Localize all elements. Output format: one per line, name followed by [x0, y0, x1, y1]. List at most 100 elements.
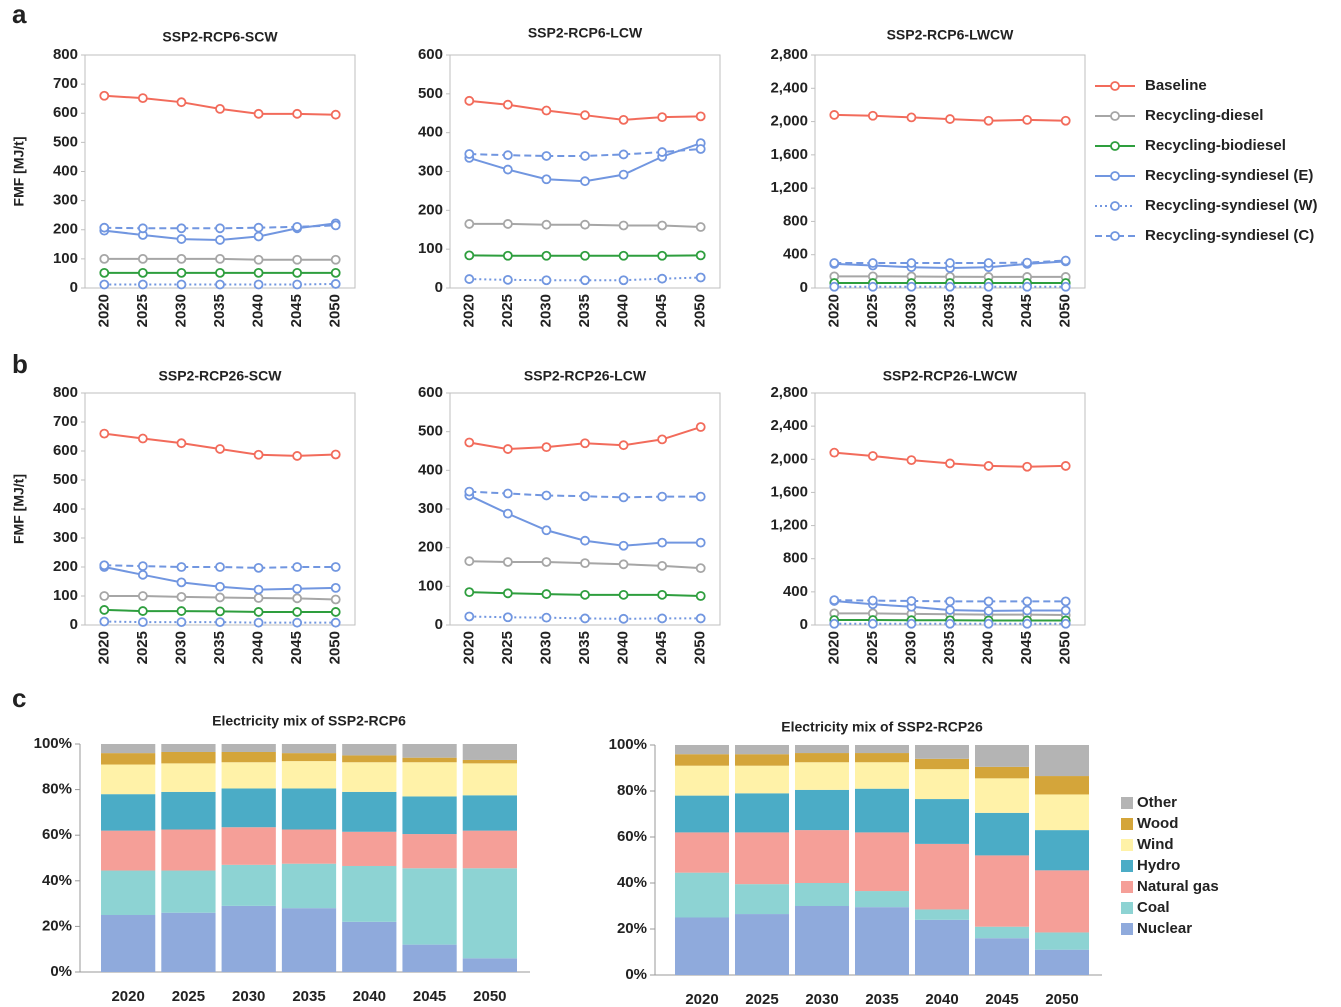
x-tick-label: 2035 [576, 294, 593, 327]
bar-segment [1035, 949, 1089, 975]
x-tick-label: 2040 [925, 991, 958, 1007]
point [253, 231, 264, 242]
point [292, 221, 303, 232]
x-tick-label: 2040 [615, 631, 632, 664]
point [541, 589, 552, 599]
bar-segment [281, 761, 337, 789]
point [945, 258, 955, 268]
bar-segment [915, 769, 969, 800]
point [215, 235, 225, 245]
x-tick-label: 2035 [211, 631, 228, 664]
point [330, 279, 341, 289]
y-tick-label: 300 [418, 162, 443, 179]
bar-segment [735, 884, 789, 915]
point [695, 144, 706, 154]
bar-segment [1035, 745, 1089, 777]
x-tick-label: 2020 [685, 991, 718, 1007]
bar-segment [975, 766, 1029, 779]
chart-title: SSP2-RCP26-SCW [159, 368, 283, 384]
bar-segment [855, 762, 909, 789]
bar-segment [1035, 776, 1089, 795]
legend-swatch [1121, 902, 1133, 914]
x-tick-label: 2045 [653, 631, 670, 664]
point [253, 279, 264, 290]
point [945, 596, 955, 607]
bar-segment [735, 765, 789, 794]
bar-segment [281, 788, 337, 830]
point [464, 95, 475, 106]
x-tick-label: 2030 [805, 991, 838, 1007]
y-tick-label: 500 [418, 85, 443, 102]
bar-segment [915, 799, 969, 844]
legend-swatch [1121, 860, 1133, 872]
y-tick-label: 0 [70, 616, 78, 633]
point [541, 250, 552, 261]
point [176, 279, 187, 290]
y-tick-label: 2,800 [770, 384, 808, 401]
point [464, 486, 475, 497]
point [829, 258, 840, 268]
y-tick-label: 1,600 [770, 483, 808, 500]
bar-segment [855, 891, 909, 908]
point [945, 114, 955, 124]
y-tick-label: 40% [42, 872, 72, 889]
point [906, 596, 917, 606]
bar-segment [402, 757, 457, 763]
x-tick-label: 2045 [413, 988, 446, 1005]
point [1060, 461, 1071, 471]
point [867, 595, 878, 606]
legend-label: Wind [1137, 836, 1174, 853]
bar-segment [855, 907, 909, 975]
y-tick-label: 2,400 [770, 417, 808, 434]
panel-label: b [12, 349, 28, 379]
point [99, 591, 110, 601]
plot-frame [84, 54, 356, 289]
point [99, 616, 110, 627]
point [292, 593, 303, 604]
point [215, 279, 225, 290]
point [330, 562, 341, 572]
series-line [468, 142, 702, 183]
point [945, 618, 955, 629]
point [502, 444, 513, 454]
point [1022, 115, 1033, 125]
x-tick-label: 2040 [353, 988, 386, 1005]
point [253, 108, 264, 119]
y-tick-label: 200 [53, 558, 78, 575]
y-tick-label: 400 [418, 461, 443, 478]
x-tick-label: 2050 [692, 294, 709, 327]
y-tick-label: 1,200 [770, 179, 808, 196]
point [983, 258, 994, 268]
point [137, 253, 148, 264]
legend-swatch [1121, 797, 1133, 809]
point [1060, 605, 1071, 616]
x-tick-label: 2045 [288, 294, 305, 327]
point [292, 617, 303, 628]
x-tick-label: 2050 [692, 631, 709, 664]
legend-swatch [1121, 839, 1133, 851]
x-tick-label: 2040 [615, 294, 632, 327]
point [618, 440, 629, 451]
point [1022, 596, 1033, 607]
point [215, 592, 225, 603]
point [541, 174, 552, 185]
chart-title: SSP2-RCP26-LWCW [883, 368, 1018, 384]
point [292, 607, 303, 617]
point [502, 274, 513, 285]
point [580, 613, 590, 624]
y-tick-label: 400 [53, 162, 78, 179]
x-tick-label: 2030 [172, 294, 189, 327]
point [829, 618, 840, 629]
point [330, 594, 341, 605]
point [215, 617, 225, 627]
y-tick-label: 2,000 [770, 450, 808, 467]
point [176, 438, 187, 449]
point [541, 525, 552, 536]
x-tick-label: 2035 [576, 631, 593, 664]
point [292, 108, 303, 119]
legend-label: Recycling-syndiesel (E) [1145, 167, 1313, 184]
y-tick-label: 20% [42, 917, 72, 934]
point [502, 164, 513, 175]
point [176, 591, 187, 602]
point [253, 254, 264, 265]
